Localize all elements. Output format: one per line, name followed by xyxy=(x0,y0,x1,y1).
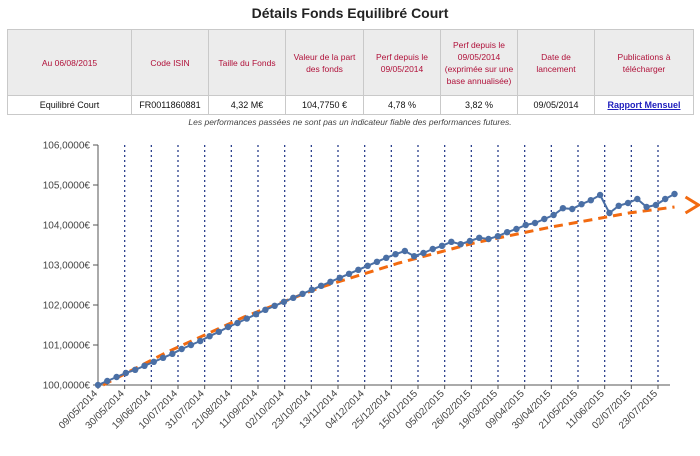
data-point xyxy=(615,202,622,209)
data-point xyxy=(252,311,260,318)
data-point xyxy=(541,215,548,223)
table-row: Equilibré Court FR0011860881 4,32 M€ 104… xyxy=(7,95,694,115)
data-point xyxy=(531,219,539,227)
data-point xyxy=(243,315,250,322)
monthly-report-link[interactable]: Rapport Mensuel xyxy=(607,100,681,110)
data-point xyxy=(131,366,139,373)
data-point xyxy=(624,199,632,207)
data-point xyxy=(476,234,483,241)
data-point xyxy=(104,377,111,385)
data-point xyxy=(355,266,362,273)
data-point xyxy=(559,205,567,212)
data-point xyxy=(271,302,278,309)
disclaimer-text: Les performances passées ne sont pas un … xyxy=(188,117,512,127)
cell-launch-date: 09/05/2014 xyxy=(517,95,595,115)
data-point xyxy=(420,249,427,257)
header-share-value: Valeur de la part des fonds xyxy=(285,29,364,96)
data-point xyxy=(141,362,148,369)
data-point xyxy=(457,241,464,248)
data-point xyxy=(494,233,502,240)
header-perf: Perf depuis le 09/05/2014 xyxy=(363,29,441,96)
data-point xyxy=(652,201,660,209)
data-point xyxy=(150,358,157,365)
data-point xyxy=(234,319,241,327)
data-point xyxy=(290,294,297,301)
y-tick-label: 106,0000€ xyxy=(43,141,91,152)
data-point xyxy=(448,238,455,245)
header-launch-date: Date de lancement xyxy=(517,29,595,96)
data-point xyxy=(94,381,102,389)
y-tick-label: 103,0000€ xyxy=(43,261,91,272)
data-point xyxy=(197,337,204,345)
data-point xyxy=(345,270,353,277)
data-point xyxy=(373,258,381,265)
data-point xyxy=(466,237,474,245)
y-tick-label: 101,0000€ xyxy=(43,341,91,352)
data-point xyxy=(224,323,232,331)
data-point xyxy=(606,209,613,217)
page-title: Détails Fonds Equilibré Court xyxy=(251,5,449,21)
data-point xyxy=(187,341,195,349)
fund-details-table: Au 06/08/2015 Code ISIN Taille du Fonds … xyxy=(7,29,694,115)
cell-share-value: 104,7750 € xyxy=(285,95,364,115)
data-point xyxy=(159,354,167,361)
data-point xyxy=(169,350,176,357)
header-fund-size: Taille du Fonds xyxy=(208,29,286,96)
y-tick-label: 105,0000€ xyxy=(43,181,91,192)
cell-fund-name: Equilibré Court xyxy=(7,95,132,115)
data-point xyxy=(503,229,511,236)
data-point xyxy=(410,253,418,260)
data-point xyxy=(317,282,325,289)
data-point xyxy=(429,245,436,253)
header-publications: Publications à télécharger xyxy=(594,29,694,96)
header-perf-annualized: Perf depuis le 09/05/2014 (exprimée sur … xyxy=(440,29,518,96)
data-point xyxy=(215,328,223,335)
y-tick-label: 104,0000€ xyxy=(43,221,91,232)
data-point xyxy=(634,195,641,203)
data-point xyxy=(596,191,604,199)
data-point xyxy=(569,205,576,213)
data-point xyxy=(587,197,595,204)
data-point xyxy=(383,254,390,261)
data-point xyxy=(401,247,409,255)
data-point xyxy=(327,278,334,285)
data-point xyxy=(364,262,371,269)
data-point xyxy=(336,274,343,281)
data-point xyxy=(299,290,306,297)
data-point xyxy=(280,298,288,305)
data-point xyxy=(122,369,130,377)
trend-arrow xyxy=(684,195,700,215)
data-point xyxy=(513,225,520,233)
data-point xyxy=(438,242,446,249)
y-tick-label: 100,0000€ xyxy=(43,381,91,392)
data-point xyxy=(392,251,399,258)
cell-publications: Rapport Mensuel xyxy=(594,95,694,115)
data-point xyxy=(522,221,529,229)
data-point xyxy=(578,201,585,208)
series-line xyxy=(97,193,675,386)
data-point xyxy=(113,373,120,381)
data-point xyxy=(662,195,669,203)
trend-line xyxy=(102,205,675,387)
cell-perf-annualized: 3,82 % xyxy=(440,95,518,115)
data-point xyxy=(643,203,650,211)
data-point xyxy=(671,190,678,198)
data-point xyxy=(178,345,185,353)
data-point xyxy=(485,235,492,243)
table-header-row: Au 06/08/2015 Code ISIN Taille du Fonds … xyxy=(7,29,694,96)
data-point xyxy=(550,211,557,219)
y-tick-label: 102,0000€ xyxy=(43,301,91,312)
header-isin: Code ISIN xyxy=(131,29,209,96)
data-point xyxy=(262,306,269,313)
data-point xyxy=(308,286,316,293)
data-point xyxy=(206,333,213,340)
